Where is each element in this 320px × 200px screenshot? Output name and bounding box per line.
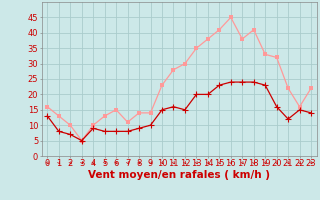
X-axis label: Vent moyen/en rafales ( km/h ): Vent moyen/en rafales ( km/h ) bbox=[88, 170, 270, 180]
